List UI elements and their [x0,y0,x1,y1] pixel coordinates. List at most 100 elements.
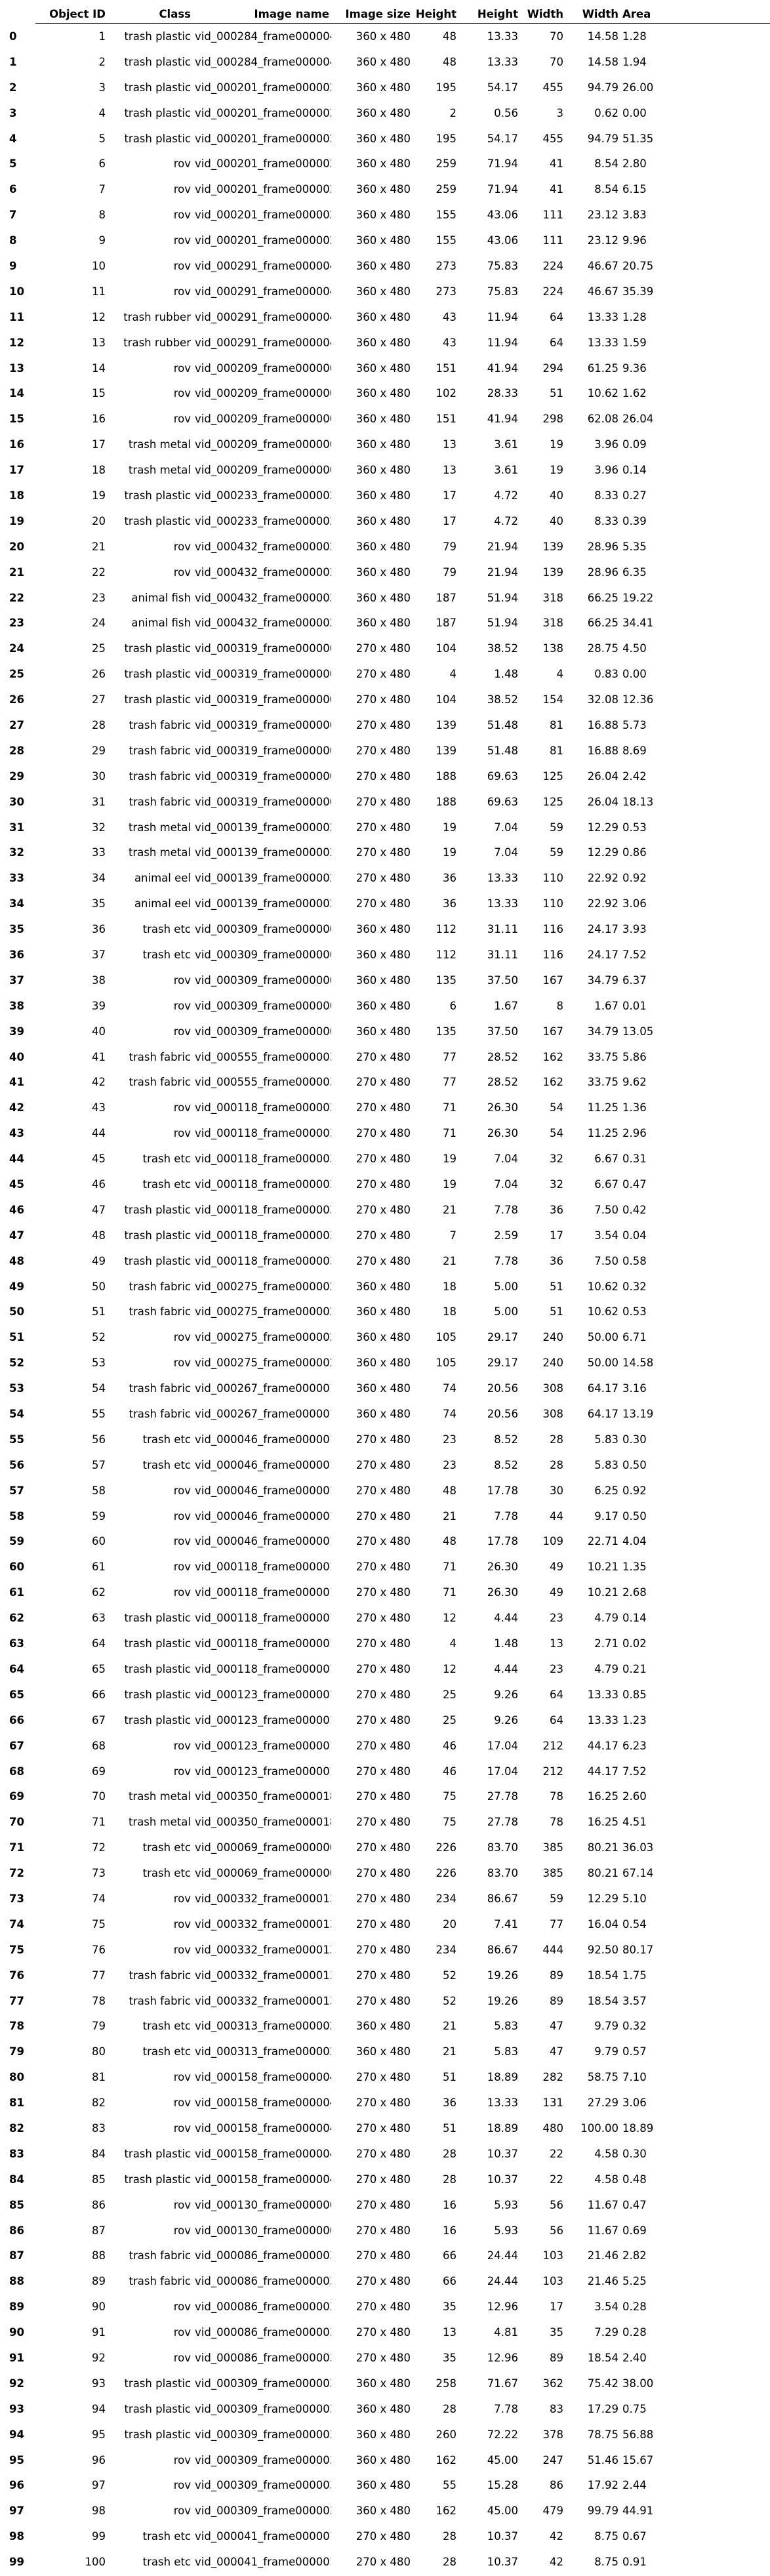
row-index: 53 [9,1382,24,1395]
object-id-cell: 75 [92,1917,106,1931]
height-pct-cell: 26.30 [487,1561,518,1574]
width-pct-cell: 78.75 [587,2428,618,2441]
height-px-cell: 35 [443,2300,456,2314]
width-px-cell: 41 [550,157,563,171]
table-row: 6 7 rov vid_000201_frame0000022.jpg 360 x 48… [0,176,770,202]
width-px-cell: 479 [542,2504,564,2518]
image-name-cell: vid_000123_frame0000018.jpg [195,1739,331,1752]
object-id-cell: 82 [92,2096,106,2110]
width-px-cell: 47 [550,2045,563,2058]
image-size-cell: 360 x 480 [355,1280,411,1293]
area-cell: 20.75 [622,259,654,272]
class-cell: rov [173,1765,191,1778]
image-size-cell: 270 x 480 [355,1484,411,1497]
width-px-cell: 480 [542,2121,564,2135]
height-px-cell: 20 [443,1917,456,1931]
header-width-pct: Width [565,5,620,24]
area-cell: 0.85 [622,1688,647,1701]
image-size-cell: 360 x 480 [355,2428,411,2441]
area-cell: 0.02 [622,1637,647,1650]
height-px-cell: 48 [443,1484,456,1497]
class-cell: rov [173,1892,191,1905]
class-cell: trash metal [128,821,191,834]
area-cell: 0.32 [622,2020,647,2033]
object-id-cell: 85 [92,2173,106,2186]
image-size-cell: 270 x 480 [355,2249,411,2262]
image-size-cell: 360 x 480 [355,310,411,323]
width-pct-cell: 0.62 [594,106,618,119]
width-px-cell: 36 [550,1254,563,1267]
table-row: 87 88 trash fabricvid_000086_frame0000034.… [0,2243,770,2268]
area-cell: 0.86 [622,846,647,859]
width-px-cell: 42 [550,2530,563,2543]
object-id-cell: 19 [92,489,106,502]
width-pct-cell: 16.25 [587,1816,618,1829]
width-pct-cell: 3.96 [594,438,618,451]
class-cell: trash metal [128,846,191,859]
class-cell: rov [173,209,191,222]
width-px-cell: 139 [542,565,564,579]
height-px-cell: 52 [443,1969,456,1982]
area-cell: 0.09 [622,438,647,451]
width-pct-cell: 5.83 [594,1458,618,1471]
object-id-cell: 65 [92,1662,106,1675]
height-px-cell: 21 [443,1203,456,1216]
table-row: 97 98 rov vid_000309_frame0000038.jpg 360 x … [0,2498,770,2524]
class-cell: rov [173,387,191,400]
width-pct-cell: 34.79 [587,973,618,987]
area-cell: 0.54 [622,1917,647,1931]
width-pct-cell: 6.25 [594,1484,618,1497]
width-px-cell: 4 [556,668,564,681]
row-index: 41 [9,1076,24,1089]
row-index: 18 [9,489,24,502]
height-pct-cell: 51.48 [487,718,518,731]
area-cell: 34.41 [622,617,654,630]
object-id-cell: 79 [92,2020,106,2033]
height-pct-cell: 83.70 [487,1867,518,1880]
area-cell: 3.93 [622,923,647,936]
class-cell: trash plastic [124,1612,191,1625]
header-index [0,5,35,24]
width-pct-cell: 8.75 [594,2556,618,2569]
height-pct-cell: 43.06 [487,234,518,247]
image-size-cell: 360 x 480 [355,1357,411,1370]
class-cell: rov [173,259,191,272]
class-cell: trash plastic [124,1662,191,1675]
row-index: 71 [9,1841,24,1854]
area-cell: 0.30 [622,1433,647,1446]
object-id-cell: 70 [92,1790,106,1803]
height-px-cell: 112 [436,949,457,961]
height-pct-cell: 17.04 [487,1765,518,1778]
area-cell: 7.10 [622,2071,647,2084]
image-size-cell: 360 x 480 [355,2453,411,2466]
image-size-cell: 360 x 480 [355,514,411,527]
area-cell: 7.52 [622,949,647,961]
image-name-cell: vid_000309_frame0000038.jpg [195,2479,331,2492]
class-cell: trash fabric [129,1408,192,1421]
image-name-cell: vid_000158_frame0000045.jpg [195,2096,331,2110]
width-px-cell: 86 [550,2479,563,2492]
table-row: 74 75 rov vid_000332_frame0000134.jpg 270 x … [0,1912,770,1937]
row-index: 97 [9,2504,24,2518]
class-cell: trash plastic [124,514,191,527]
height-pct-cell: 21.94 [487,540,518,553]
height-px-cell: 51 [443,2071,456,2084]
width-pct-cell: 10.62 [587,1305,618,1319]
image-size-cell: 270 x 480 [355,1254,411,1267]
width-pct-cell: 34.79 [587,1025,618,1038]
height-px-cell: 75 [443,1816,456,1829]
table-row: 70 71 trash metal vid_000350_frame0000185.j… [0,1809,770,1835]
width-pct-cell: 46.67 [587,259,618,272]
width-px-cell: 224 [542,285,564,298]
object-id-cell: 94 [92,2402,106,2415]
row-index: 34 [9,897,24,910]
row-index: 66 [9,1713,24,1727]
image-size-cell: 270 x 480 [355,1917,411,1931]
object-id-cell: 96 [92,2453,106,2466]
object-id-cell: 77 [92,1969,106,1982]
table-row: 11 12 trash rubber vid_000291_frame0000043.… [0,304,770,330]
area-cell: 2.44 [622,2479,647,2492]
row-index: 50 [9,1305,24,1319]
height-px-cell: 188 [436,769,457,783]
class-cell: rov [173,1917,191,1931]
